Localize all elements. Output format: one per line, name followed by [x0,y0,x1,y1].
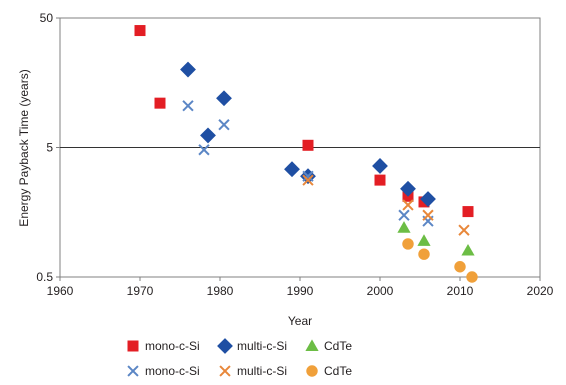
data-point [182,100,194,112]
y-tick-label: 50 [40,11,54,25]
x-marker-stroke [219,365,231,377]
x-tick-label: 1980 [207,284,234,298]
data-point [402,199,414,211]
data-point [422,209,434,221]
x-marker-stroke [402,199,414,211]
legend-label: CdTe [324,364,352,378]
x-tick-label: 2020 [527,284,554,298]
data-point [200,127,216,144]
data-point [372,158,388,174]
data-point [418,248,430,260]
x-marker-stroke [182,100,194,112]
legend-marker [219,365,231,377]
legend-marker [217,338,233,354]
data-point [461,243,475,256]
data-point [198,144,210,156]
x-marker-stroke [422,209,434,221]
legend-marker [306,365,318,377]
data-point [284,161,300,178]
x-axis-label: Year [288,314,312,328]
x-marker-stroke [198,144,210,156]
data-point [402,238,414,250]
x-marker-stroke [218,119,230,131]
x-marker-stroke [302,170,314,182]
data-point [374,174,386,186]
data-point [417,234,431,246]
legend-label: mono-c-Si [145,364,200,378]
data-point [458,224,470,236]
data-point [397,221,411,233]
data-point [180,61,196,78]
x-tick-label: 1970 [127,284,154,298]
legend-label: mono-c-Si [145,339,200,353]
data-point [218,119,230,131]
legend-label: CdTe [324,339,352,353]
legend: mono-c-Si multi-c-Si CdTe mono-c-Si multi-c-… [127,338,352,378]
legend-marker [127,340,139,352]
x-marker-stroke [127,365,139,377]
y-tick-label: 0.5 [36,270,53,284]
data-point [400,180,416,197]
y-axis-label: Energy Payback Time (years) [17,69,31,226]
data-point [454,261,466,273]
data-points [134,25,478,283]
x-tick-label: 2010 [447,284,474,298]
data-point [420,191,436,207]
legend-marker [305,339,319,351]
legend-label: multi-c-Si [237,339,287,353]
data-point [134,25,146,37]
y-tick-label: 5 [46,141,53,155]
data-point [154,97,166,109]
x-marker-stroke [398,209,410,221]
legend-label: multi-c-Si [237,364,287,378]
data-point [302,139,314,151]
data-point [398,209,410,221]
data-point [466,271,478,283]
legend-marker [127,365,139,377]
x-marker-stroke [302,174,314,186]
tick-labels: 1960 1970 1980 1990 2000 2010 2020 0.5 5 50 [36,11,553,298]
x-marker-stroke [458,224,470,236]
x-tick-label: 2000 [367,284,394,298]
data-point [302,170,314,182]
data-point [216,90,232,107]
data-point [462,206,474,218]
x-tick-label: 1990 [287,284,314,298]
x-tick-label: 1960 [47,284,74,298]
data-point [302,174,314,186]
